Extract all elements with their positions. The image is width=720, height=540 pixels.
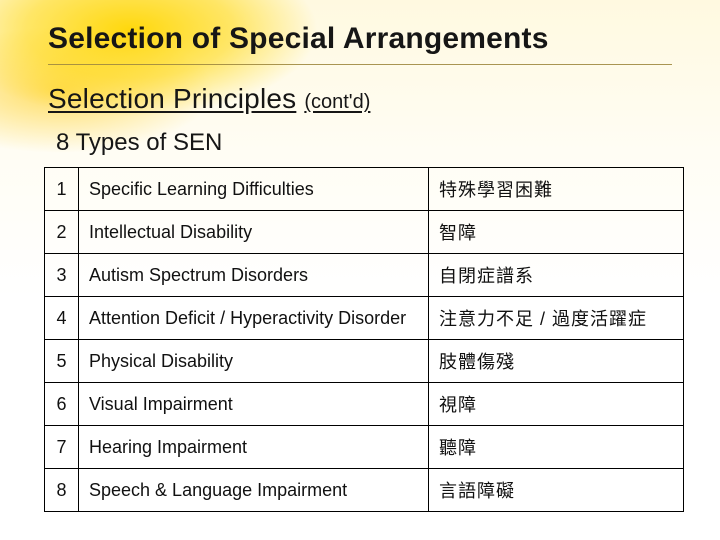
table-row: 6 Visual Impairment 視障	[45, 383, 684, 426]
cell-chinese: 智障	[429, 211, 684, 254]
cell-english: Autism Spectrum Disorders	[79, 254, 429, 297]
cell-index: 5	[45, 340, 79, 383]
cell-index: 8	[45, 469, 79, 512]
cell-chinese: 聽障	[429, 426, 684, 469]
cell-index: 6	[45, 383, 79, 426]
cell-english: Speech & Language Impairment	[79, 469, 429, 512]
cell-index: 1	[45, 168, 79, 211]
sen-table: 1 Specific Learning Difficulties 特殊學習困難 …	[44, 167, 684, 512]
table-row: 4 Attention Deficit / Hyperactivity Diso…	[45, 297, 684, 340]
cell-chinese: 自閉症譜系	[429, 254, 684, 297]
table-row: 5 Physical Disability 肢體傷殘	[45, 340, 684, 383]
cell-chinese: 肢體傷殘	[429, 340, 684, 383]
slide-title: Selection of Special Arrangements	[48, 22, 672, 56]
table-row: 3 Autism Spectrum Disorders 自閉症譜系	[45, 254, 684, 297]
table-row: 7 Hearing Impairment 聽障	[45, 426, 684, 469]
cell-english: Attention Deficit / Hyperactivity Disord…	[79, 297, 429, 340]
cell-index: 7	[45, 426, 79, 469]
subtitle-suffix: (cont'd)	[304, 91, 370, 114]
table-row: 1 Specific Learning Difficulties 特殊學習困難	[45, 168, 684, 211]
cell-index: 4	[45, 297, 79, 340]
title-rule	[48, 64, 672, 65]
subtitle-row: Selection Principles (cont'd)	[48, 83, 672, 115]
cell-english: Specific Learning Difficulties	[79, 168, 429, 211]
cell-index: 2	[45, 211, 79, 254]
cell-chinese: 注意力不足 / 過度活躍症	[429, 297, 684, 340]
section-label: 8 Types of SEN	[56, 129, 672, 157]
cell-chinese: 特殊學習困難	[429, 168, 684, 211]
cell-chinese: 視障	[429, 383, 684, 426]
cell-english: Visual Impairment	[79, 383, 429, 426]
cell-chinese: 言語障礙	[429, 469, 684, 512]
cell-english: Intellectual Disability	[79, 211, 429, 254]
subtitle: Selection Principles	[48, 83, 296, 115]
table-row: 8 Speech & Language Impairment 言語障礙	[45, 469, 684, 512]
cell-english: Hearing Impairment	[79, 426, 429, 469]
sen-table-body: 1 Specific Learning Difficulties 特殊學習困難 …	[45, 168, 684, 512]
cell-english: Physical Disability	[79, 340, 429, 383]
slide: Selection of Special Arrangements Select…	[0, 0, 720, 540]
table-row: 2 Intellectual Disability 智障	[45, 211, 684, 254]
cell-index: 3	[45, 254, 79, 297]
